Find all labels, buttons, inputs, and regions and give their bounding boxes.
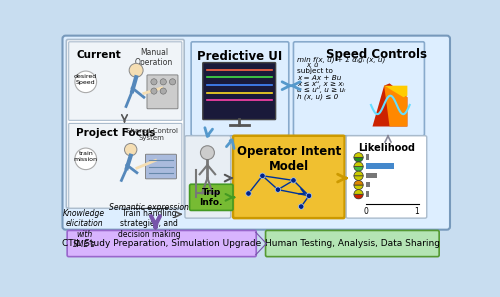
- FancyBboxPatch shape: [185, 136, 230, 218]
- FancyBboxPatch shape: [191, 42, 289, 136]
- FancyBboxPatch shape: [190, 184, 233, 211]
- Text: x, u: x, u: [306, 62, 319, 68]
- FancyBboxPatch shape: [294, 42, 424, 136]
- Circle shape: [160, 79, 166, 85]
- FancyBboxPatch shape: [147, 75, 178, 109]
- Circle shape: [290, 178, 296, 183]
- Circle shape: [298, 204, 304, 209]
- Wedge shape: [354, 171, 363, 176]
- Wedge shape: [354, 167, 363, 171]
- Text: u ≤ uᵘ, u ≥ uₗ: u ≤ uᵘ, u ≥ uₗ: [298, 87, 346, 93]
- Circle shape: [160, 88, 166, 94]
- Circle shape: [75, 148, 96, 170]
- Text: Manual
Operation: Manual Operation: [135, 48, 173, 67]
- Text: Project Focus: Project Focus: [76, 128, 156, 138]
- Circle shape: [129, 63, 143, 77]
- Circle shape: [170, 79, 175, 85]
- FancyBboxPatch shape: [203, 63, 276, 120]
- FancyBboxPatch shape: [66, 40, 184, 208]
- Text: Train handling
strategies, and
decision making: Train handling strategies, and decision …: [118, 209, 180, 239]
- Text: x = Ax + Bu: x = Ax + Bu: [298, 75, 342, 80]
- Text: x ≤ xᵘ, x ≥ xₗ: x ≤ xᵘ, x ≥ xₗ: [298, 81, 344, 87]
- Bar: [366, 163, 394, 169]
- Text: Current: Current: [76, 50, 121, 59]
- Circle shape: [246, 191, 251, 196]
- FancyBboxPatch shape: [68, 42, 182, 120]
- Wedge shape: [354, 190, 363, 194]
- Bar: [366, 182, 370, 187]
- Text: Knowledge
elicitation
with
SME’s: Knowledge elicitation with SME’s: [63, 209, 106, 249]
- Circle shape: [260, 173, 265, 178]
- Bar: [366, 154, 369, 159]
- Circle shape: [275, 187, 280, 192]
- Text: 0: 0: [364, 207, 368, 216]
- Circle shape: [306, 193, 312, 198]
- Bar: [366, 191, 369, 197]
- Polygon shape: [372, 83, 408, 127]
- FancyBboxPatch shape: [233, 136, 344, 218]
- Wedge shape: [354, 180, 363, 185]
- Text: subject to: subject to: [298, 68, 333, 74]
- Text: CTIL Study Preparation, Simulation Upgrade: CTIL Study Preparation, Simulation Upgra…: [62, 239, 262, 248]
- Wedge shape: [354, 176, 363, 180]
- FancyBboxPatch shape: [146, 154, 176, 179]
- Text: min f(x, u) + Σ αᵢgᵢ (x, u): min f(x, u) + Σ αᵢgᵢ (x, u): [298, 57, 386, 63]
- Polygon shape: [384, 86, 407, 127]
- Text: Speed Controls: Speed Controls: [326, 48, 427, 61]
- Circle shape: [75, 71, 96, 93]
- FancyBboxPatch shape: [346, 136, 427, 218]
- Wedge shape: [354, 194, 363, 199]
- Text: Semantic expression: Semantic expression: [110, 203, 189, 212]
- Wedge shape: [354, 162, 363, 167]
- Text: Predictive UI: Predictive UI: [198, 50, 282, 62]
- Circle shape: [151, 79, 157, 85]
- Wedge shape: [354, 153, 363, 157]
- Text: Human Testing, Analysis, Data Sharing: Human Testing, Analysis, Data Sharing: [265, 239, 440, 248]
- Bar: [366, 173, 378, 178]
- Text: desired
Speed: desired Speed: [74, 74, 98, 85]
- Text: h (x, u) ≤ 0: h (x, u) ≤ 0: [298, 93, 339, 99]
- Wedge shape: [354, 185, 363, 190]
- Wedge shape: [354, 157, 363, 162]
- FancyBboxPatch shape: [67, 230, 256, 257]
- Polygon shape: [254, 232, 267, 255]
- FancyBboxPatch shape: [266, 230, 439, 257]
- Polygon shape: [384, 86, 407, 97]
- Text: Likelihood: Likelihood: [358, 143, 415, 154]
- Text: Trip
Info.: Trip Info.: [200, 188, 223, 207]
- Text: train
mission: train mission: [74, 151, 98, 162]
- Circle shape: [151, 88, 157, 94]
- Circle shape: [200, 146, 214, 159]
- FancyBboxPatch shape: [68, 124, 182, 208]
- FancyBboxPatch shape: [62, 36, 450, 230]
- Text: Operator Intent
Model: Operator Intent Model: [236, 145, 341, 173]
- Text: Shared Control
System: Shared Control System: [126, 128, 178, 141]
- Text: 1: 1: [414, 207, 419, 216]
- Circle shape: [124, 143, 137, 156]
